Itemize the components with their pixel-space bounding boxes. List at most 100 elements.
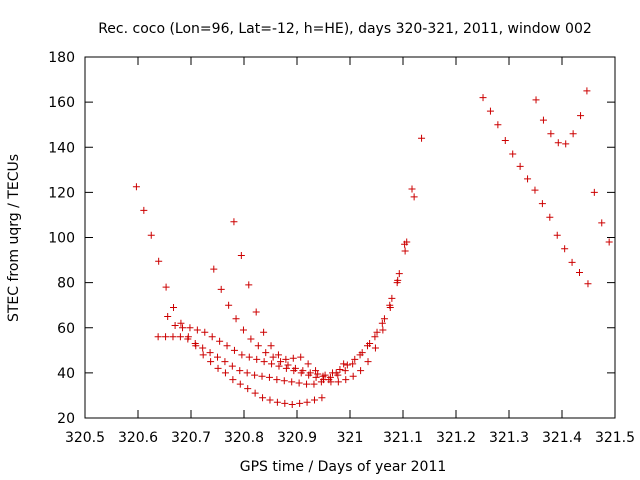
data-point xyxy=(336,365,344,373)
data-point xyxy=(259,394,267,402)
data-point xyxy=(296,399,304,407)
y-axis-label: STEC from uqrg / TECUs xyxy=(6,154,22,322)
data-point xyxy=(410,193,418,201)
x-tick-label: 320.6 xyxy=(118,430,158,446)
data-point xyxy=(171,321,179,329)
data-point xyxy=(230,218,238,226)
data-point xyxy=(401,247,409,255)
y-tick-label: 120 xyxy=(48,185,75,201)
data-point xyxy=(262,349,270,357)
data-point xyxy=(320,376,327,384)
data-point xyxy=(217,285,225,293)
data-point xyxy=(214,353,221,361)
data-point xyxy=(342,376,350,384)
data-point xyxy=(379,326,387,334)
data-point xyxy=(590,188,598,196)
data-point xyxy=(388,294,396,302)
data-point xyxy=(494,121,502,129)
data-point xyxy=(237,252,245,260)
data-point xyxy=(176,333,184,341)
data-point xyxy=(221,369,229,377)
data-point xyxy=(351,355,359,363)
y-tick-label: 60 xyxy=(57,321,75,337)
y-tick-label: 160 xyxy=(48,95,75,111)
data-point xyxy=(486,107,494,115)
data-point xyxy=(295,379,303,387)
data-point xyxy=(184,335,192,343)
data-point xyxy=(341,367,349,375)
data-point xyxy=(289,354,297,362)
y-tick-label: 180 xyxy=(48,50,75,66)
x-tick-label: 320.7 xyxy=(171,430,211,446)
data-point xyxy=(408,185,416,193)
data-point xyxy=(380,315,388,323)
data-point xyxy=(393,279,401,287)
series-arc-early xyxy=(132,183,326,408)
data-point xyxy=(282,355,290,363)
data-point xyxy=(254,342,262,350)
data-point xyxy=(303,380,311,388)
data-point xyxy=(334,378,342,386)
data-point xyxy=(216,337,224,345)
data-point xyxy=(193,326,201,334)
data-point xyxy=(236,380,244,388)
data-point xyxy=(524,175,532,183)
data-point xyxy=(132,183,140,191)
data-point xyxy=(326,373,334,381)
data-point xyxy=(547,130,555,138)
data-point xyxy=(199,344,207,352)
data-point xyxy=(238,351,246,359)
data-point xyxy=(501,136,509,144)
data-point xyxy=(509,150,517,158)
data-point xyxy=(260,328,268,336)
data-point xyxy=(258,372,266,380)
data-point xyxy=(251,389,259,397)
data-point xyxy=(583,87,591,95)
data-point xyxy=(265,373,273,381)
data-point xyxy=(364,358,372,366)
data-point xyxy=(230,346,238,354)
series-arc-scattered xyxy=(210,134,426,379)
data-point xyxy=(251,371,259,379)
data-point xyxy=(312,367,320,375)
data-point xyxy=(277,358,285,366)
x-tick-label: 321.5 xyxy=(595,430,635,446)
y-tick-label: 20 xyxy=(57,411,75,427)
data-point xyxy=(569,130,577,138)
data-point xyxy=(223,342,231,350)
data-point xyxy=(164,312,172,320)
data-point xyxy=(598,219,606,227)
chart-title: Rec. coco (Lon=96, Lat=-12, h=HE), days … xyxy=(98,21,592,37)
data-point xyxy=(568,258,576,266)
data-point xyxy=(162,283,170,291)
plot-frame xyxy=(84,56,616,419)
data-point xyxy=(356,351,364,359)
data-point xyxy=(343,361,351,369)
data-point xyxy=(546,213,554,221)
data-point xyxy=(318,394,326,402)
data-point xyxy=(243,369,251,377)
data-point xyxy=(280,377,288,385)
data-point xyxy=(395,270,403,278)
data-point xyxy=(186,324,194,332)
data-point xyxy=(516,162,524,170)
data-point xyxy=(229,376,237,384)
data-point xyxy=(273,376,281,384)
data-point xyxy=(267,342,275,350)
x-tick-label: 320.9 xyxy=(277,430,317,446)
data-point xyxy=(282,364,290,372)
data-point xyxy=(284,361,292,369)
data-point xyxy=(225,301,233,309)
data-point xyxy=(304,360,312,368)
data-point xyxy=(244,385,252,393)
data-point xyxy=(162,333,170,341)
data-point xyxy=(247,335,255,343)
data-point xyxy=(232,315,240,323)
data-point xyxy=(170,303,178,311)
data-point xyxy=(378,319,386,327)
data-point xyxy=(386,301,394,309)
data-point xyxy=(140,206,148,214)
data-point xyxy=(199,351,207,359)
data-point xyxy=(349,372,357,380)
